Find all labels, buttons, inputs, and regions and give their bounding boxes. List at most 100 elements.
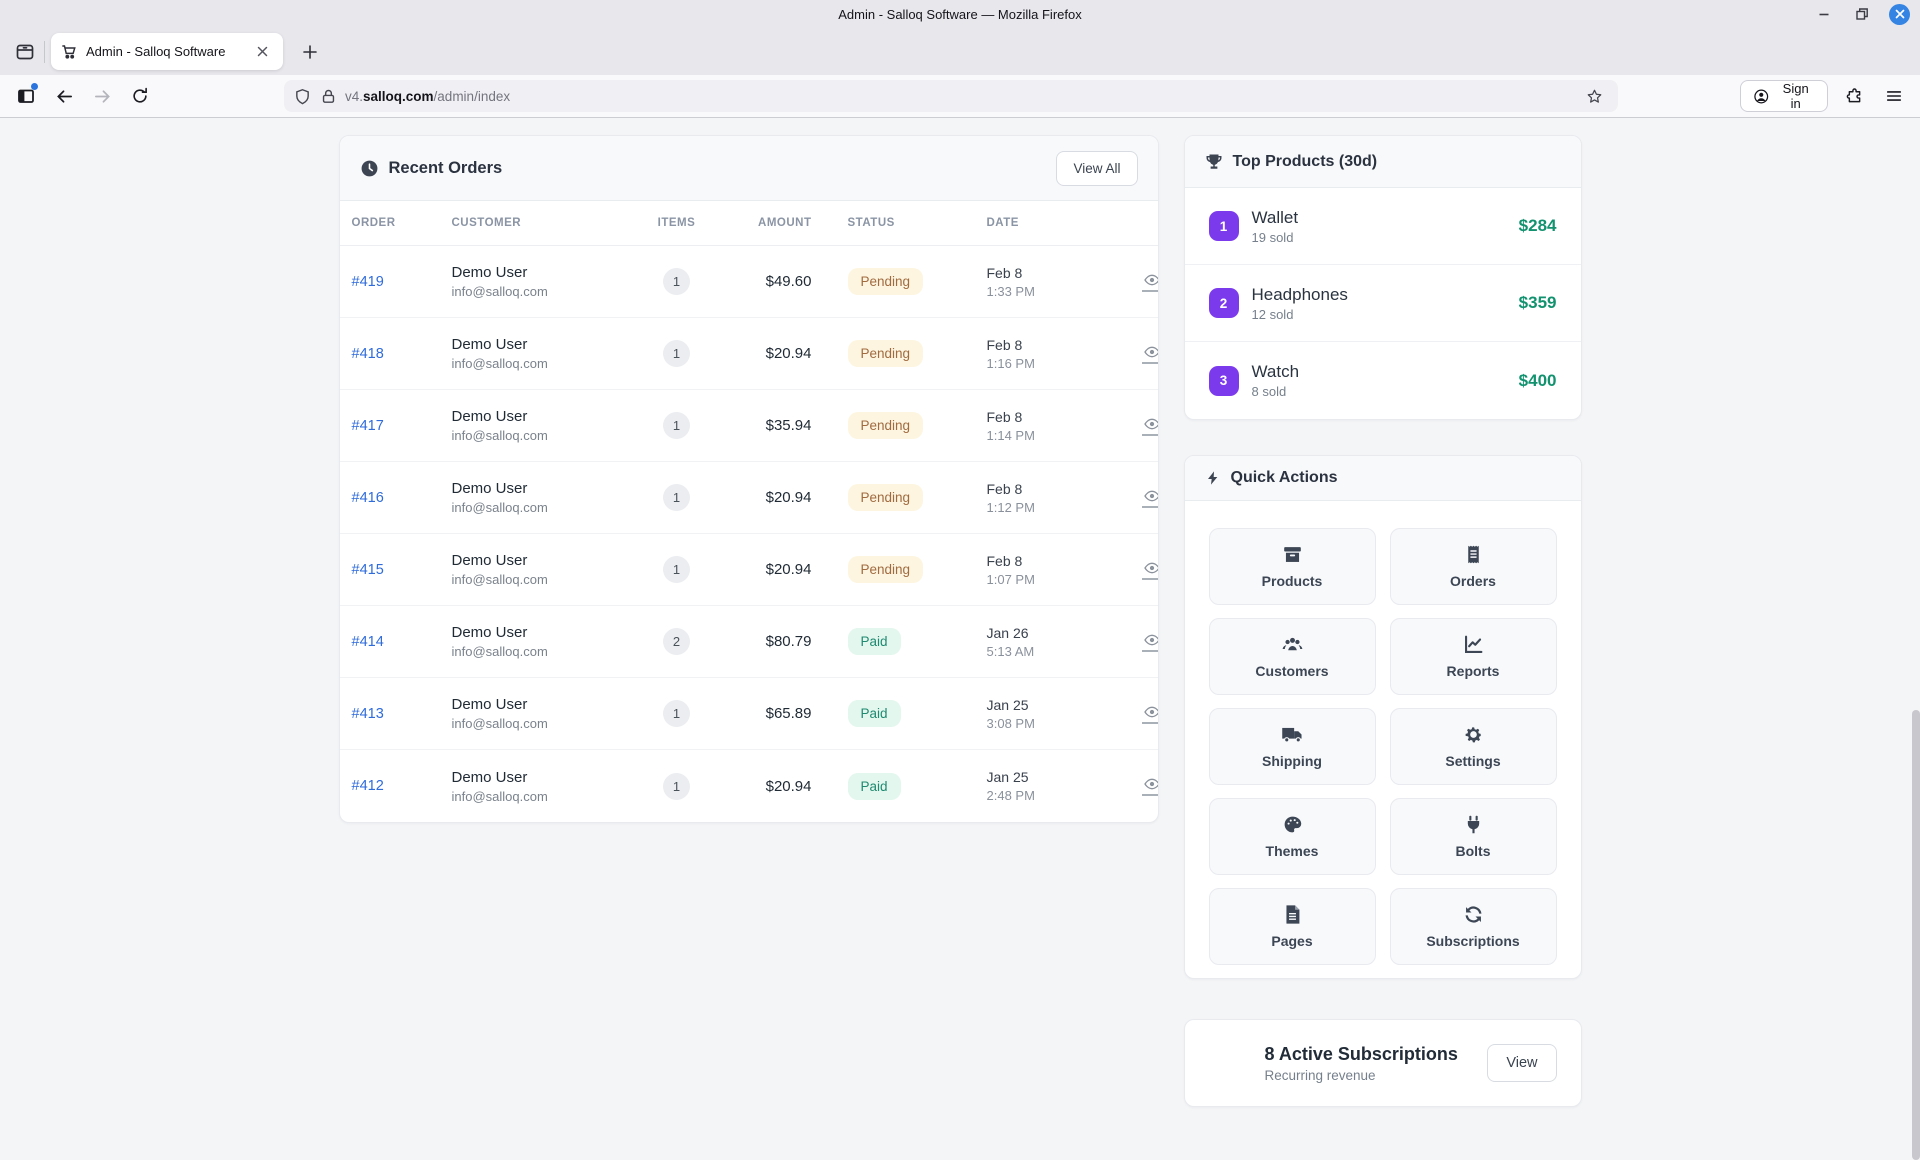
- customer-email: info@salloq.com: [451, 788, 548, 804]
- quick-action-orders[interactable]: Orders: [1389, 528, 1557, 605]
- order-time: 3:08 PM: [986, 715, 1035, 731]
- order-amount: $65.89: [765, 705, 812, 722]
- order-date: Jan 25: [986, 769, 1029, 785]
- quick-action-bolts[interactable]: Bolts: [1389, 798, 1557, 875]
- order-id-link[interactable]: #413: [351, 705, 384, 722]
- view-order-button[interactable]: [1141, 488, 1158, 508]
- reload-button[interactable]: [124, 80, 156, 112]
- view-order-button[interactable]: [1141, 272, 1158, 292]
- order-time: 1:33 PM: [986, 283, 1035, 299]
- order-id-link[interactable]: #414: [351, 633, 384, 650]
- url-bar[interactable]: v4.salloq.com/admin/index: [284, 80, 1618, 112]
- clock-icon: [361, 160, 377, 176]
- order-amount: $80.79: [765, 633, 812, 650]
- new-tab-button[interactable]: [293, 35, 327, 69]
- firefox-view-button[interactable]: [8, 35, 42, 69]
- quick-action-reports[interactable]: Reports: [1389, 618, 1557, 695]
- order-time: 2:48 PM: [986, 788, 1035, 803]
- status-badge: Paid: [847, 772, 901, 800]
- order-id-link[interactable]: #417: [351, 417, 384, 434]
- order-date: Feb 8: [986, 336, 1023, 353]
- quick-action-products[interactable]: Products: [1208, 528, 1376, 605]
- quick-action-settings[interactable]: Settings: [1389, 708, 1557, 785]
- quick-action-customers[interactable]: Customers: [1208, 618, 1376, 695]
- status-badge: Paid: [847, 700, 901, 727]
- quick-action-shipping[interactable]: Shipping: [1208, 708, 1376, 785]
- minimize-button[interactable]: [1813, 3, 1835, 25]
- sign-in-button[interactable]: Sign in: [1739, 80, 1828, 112]
- status-badge: Pending: [847, 268, 924, 295]
- bookmark-star-button[interactable]: [1582, 83, 1608, 109]
- view-all-button[interactable]: View All: [1056, 150, 1138, 186]
- tab-strip: Admin - Salloq Software: [0, 28, 1920, 75]
- items-count-badge: 1: [663, 412, 690, 439]
- sidebar-toggle-button[interactable]: [10, 80, 42, 112]
- orders-table-header: Order Customer Items Amount Status Date: [339, 201, 1158, 246]
- back-button[interactable]: [48, 80, 80, 112]
- trophy-icon: [1206, 154, 1221, 169]
- order-id-link[interactable]: #418: [351, 345, 384, 362]
- view-order-button[interactable]: [1141, 632, 1158, 652]
- lightning-bolt-icon: [1207, 471, 1217, 485]
- table-row: #415 Demo User info@salloq.com 1 $20.94 …: [339, 534, 1158, 606]
- close-tab-icon: [257, 46, 268, 57]
- sign-in-label: Sign in: [1782, 81, 1809, 111]
- minimize-icon: [1819, 13, 1829, 16]
- customer-email: info@salloq.com: [451, 284, 548, 299]
- order-id-link[interactable]: #412: [351, 778, 384, 794]
- right-column: Top Products (30d) 1 Wallet 19 sold $284: [1183, 135, 1582, 1107]
- customer-name: Demo User: [451, 552, 528, 569]
- product-sold-count: 12 sold: [1251, 306, 1294, 322]
- top-products-header: Top Products (30d): [1184, 136, 1581, 188]
- subscriptions-subtitle: Recurring revenue: [1264, 1067, 1376, 1083]
- close-window-button[interactable]: [1889, 3, 1910, 25]
- quick-action-themes[interactable]: Themes: [1208, 798, 1376, 875]
- product-name: Watch: [1251, 362, 1300, 381]
- forward-button[interactable]: [86, 80, 118, 112]
- eye-icon: [1143, 706, 1158, 717]
- window-title: Admin - Salloq Software — Mozilla Firefo…: [838, 6, 1082, 22]
- status-badge: Pending: [847, 556, 924, 583]
- vertical-scrollbar[interactable]: [1912, 710, 1920, 1160]
- table-row: #413 Demo User info@salloq.com 1 $65.89 …: [339, 678, 1158, 750]
- customer-name: Demo User: [451, 264, 528, 281]
- view-order-button[interactable]: [1141, 416, 1158, 436]
- url-domain: salloq.com: [363, 88, 434, 104]
- quick-actions-card: Quick Actions Products Orders Customers: [1183, 455, 1582, 979]
- receipt-icon: [1467, 545, 1479, 564]
- view-order-button[interactable]: [1141, 776, 1158, 796]
- sync-icon: [1465, 906, 1481, 923]
- quick-action-subscriptions[interactable]: Subscriptions: [1389, 888, 1557, 965]
- quick-action-pages[interactable]: Pages: [1208, 888, 1376, 965]
- restore-button[interactable]: [1851, 3, 1873, 25]
- view-order-button[interactable]: [1141, 344, 1158, 364]
- order-id-link[interactable]: #419: [351, 273, 384, 290]
- quick-actions-title: Quick Actions: [1230, 469, 1338, 486]
- browser-tab[interactable]: Admin - Salloq Software: [51, 33, 284, 70]
- view-order-button[interactable]: [1141, 704, 1158, 724]
- order-date: Feb 8: [986, 480, 1023, 497]
- view-subscriptions-button[interactable]: View: [1487, 1044, 1557, 1082]
- extensions-button[interactable]: [1838, 80, 1870, 112]
- chart-line-icon: [1464, 635, 1482, 653]
- order-id-link[interactable]: #416: [351, 489, 384, 506]
- product-name: Headphones: [1251, 284, 1348, 304]
- palette-icon: [1284, 816, 1301, 833]
- view-order-button[interactable]: [1141, 560, 1158, 580]
- close-tab-button[interactable]: [251, 41, 273, 63]
- items-count-badge: 1: [663, 556, 690, 583]
- column-amount: Amount: [758, 217, 812, 229]
- page-content: Recent Orders View All Order Customer It…: [0, 118, 1920, 1160]
- menu-button[interactable]: [1878, 80, 1910, 112]
- customer-name: Demo User: [451, 336, 528, 353]
- eye-icon: [1143, 634, 1158, 645]
- order-id-link[interactable]: #415: [351, 561, 384, 578]
- rank-badge: 2: [1208, 288, 1239, 318]
- url-text: v4.salloq.com/admin/index: [345, 89, 1582, 104]
- order-time: 1:16 PM: [986, 355, 1035, 371]
- items-count-badge: 1: [663, 484, 690, 511]
- order-amount: $20.94: [765, 561, 812, 578]
- table-row: #418 Demo User info@salloq.com 1 $20.94 …: [339, 318, 1158, 390]
- column-date: Date: [986, 217, 1019, 229]
- items-count-badge: 2: [663, 628, 690, 655]
